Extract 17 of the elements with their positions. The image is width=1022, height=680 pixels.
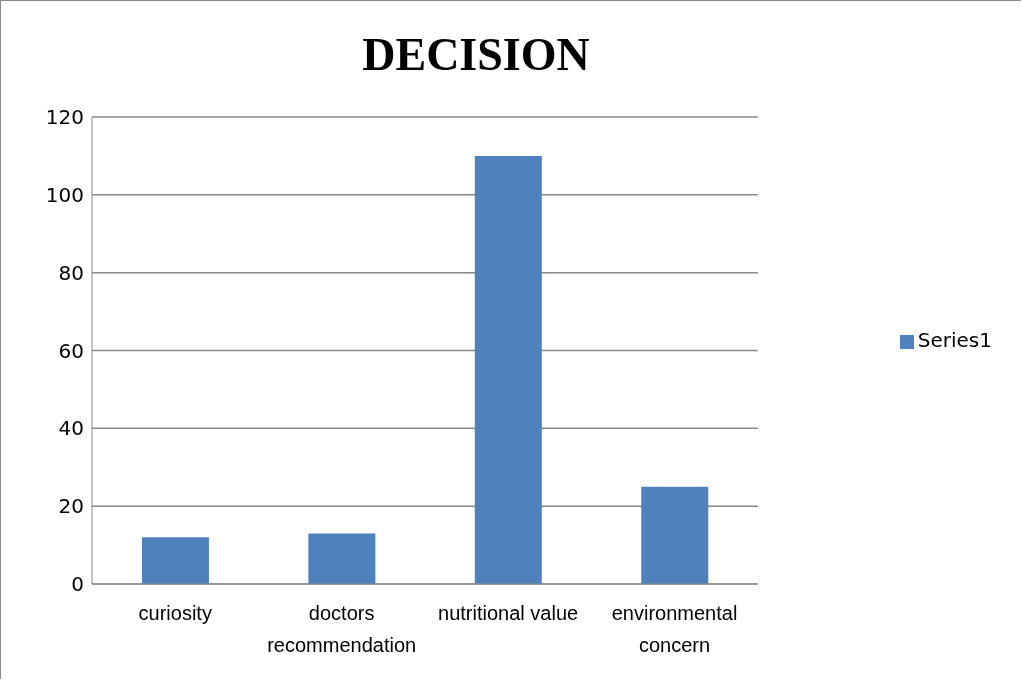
x-tick-label: environmental concern: [611, 602, 738, 656]
y-tick-label: 120: [45, 105, 84, 130]
y-tick-label: 100: [45, 182, 84, 207]
x-tick-label: curiosity: [138, 602, 212, 624]
chart-title: DECISION: [361, 28, 591, 81]
y-tick-label: 80: [58, 260, 84, 285]
x-tick-label: doctors recommendation: [267, 602, 417, 656]
legend-label: Series1: [917, 328, 992, 352]
y-tick-label: 20: [58, 494, 84, 519]
bar: [308, 533, 376, 584]
y-tick-label: 0: [71, 572, 84, 597]
bar: [141, 537, 209, 584]
y-tick-label: 60: [58, 338, 84, 363]
bar: [474, 155, 542, 584]
y-tick-label: 40: [58, 416, 84, 441]
x-tick-label: nutritional value: [438, 602, 579, 624]
bar: [641, 486, 709, 584]
